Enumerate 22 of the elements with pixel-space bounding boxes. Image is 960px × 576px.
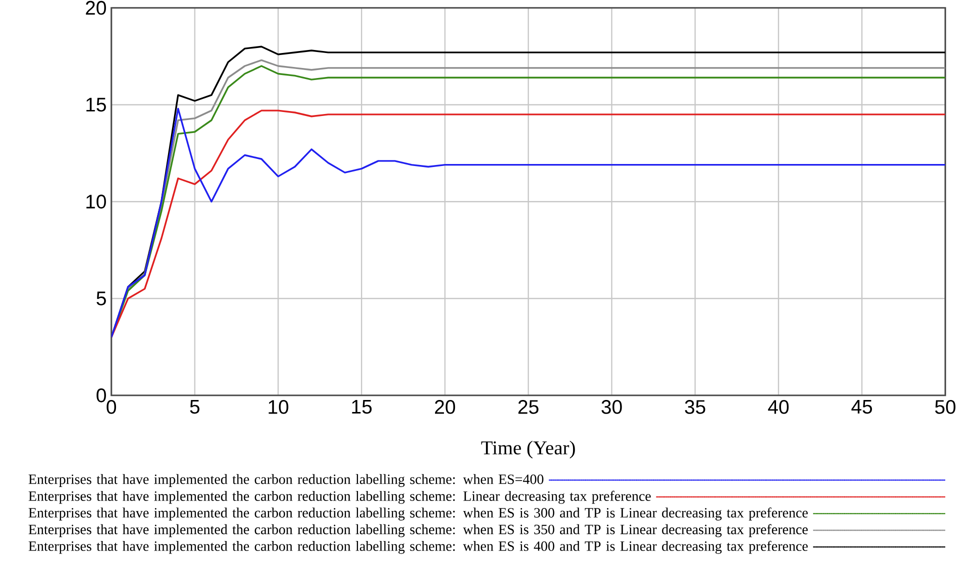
y-tick-label: 10 [86,194,106,209]
legend-label: Enterprises that have implemented the carbon reduction labelling scheme: when ES is 300 and TP is Linear decreasing tax preference [28,508,808,521]
y-tick-label: 5 [96,292,106,306]
legend-label: Enterprises that have implemented the carbon reduction labelling scheme: when ES is 350 and TP is Linear decreasing tax preference [28,524,808,538]
x-axis-title: Time (Year) [481,440,575,459]
x-tick-label: 40 [768,400,789,414]
x-tick-label: 45 [851,400,872,414]
x-tick-label: 35 [684,400,706,414]
y-tick-label: 0 [96,388,106,402]
x-tick-label: 30 [602,400,622,414]
legend-label: Enterprises that have implemented the carbon reduction labelling scheme: Linear decreasing tax preference [28,490,651,504]
x-tick-label: 15 [352,400,372,414]
legend-label: Enterprises that have implemented the carbon reduction labelling scheme: when ES is 400 and TP is Linear decreasing tax preference [28,540,808,554]
x-tick-label: 25 [518,400,538,414]
x-tick-label: 20 [435,400,456,414]
x-tick-label: 5 [190,400,200,414]
x-tick-label: 10 [268,400,288,414]
legend-label: Enterprises that have implemented the carbon reduction labelling scheme: when ES=400 [28,474,544,488]
y-tick-label: 15 [86,98,106,112]
y-tick-label: 20 [86,0,106,15]
x-tick-label: 0 [106,400,116,414]
x-tick-label: 50 [935,400,956,414]
